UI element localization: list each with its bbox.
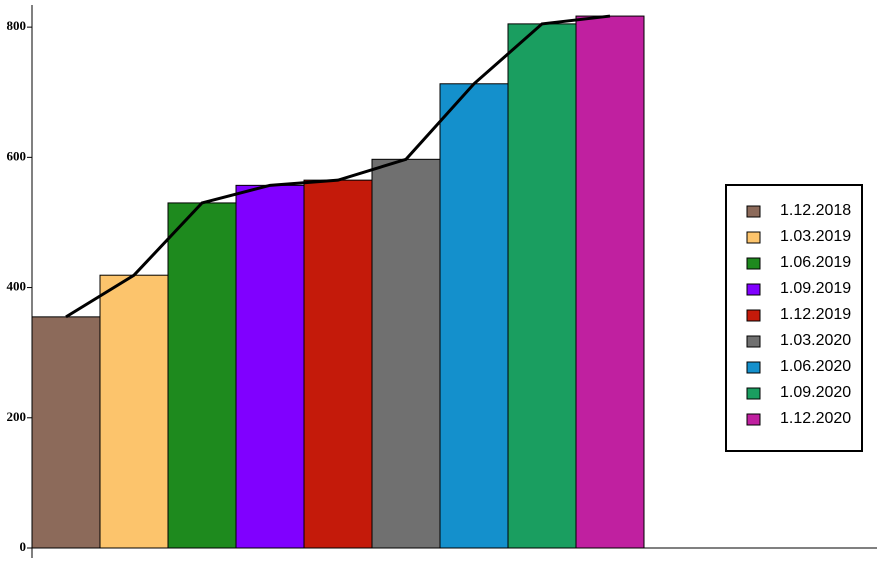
legend-swatch <box>746 257 761 270</box>
legend-label: 1.12.2018 <box>780 202 851 219</box>
legend-label: 1.03.2019 <box>780 228 851 245</box>
legend-label: 1.09.2019 <box>780 280 851 297</box>
legend-swatch <box>746 335 761 348</box>
bar <box>303 179 373 549</box>
bar <box>167 202 237 549</box>
bar <box>507 23 577 549</box>
legend-label: 1.06.2019 <box>780 254 851 271</box>
y-tick-label: 800 <box>7 18 27 33</box>
bar <box>371 158 441 549</box>
legend-label: 1.12.2019 <box>780 306 851 323</box>
legend-label: 1.09.2020 <box>780 384 851 401</box>
legend-swatch <box>746 361 761 374</box>
legend-swatch <box>746 231 761 244</box>
bar <box>439 83 509 549</box>
legend-swatch <box>746 413 761 426</box>
y-tick-label: 200 <box>7 409 27 424</box>
legend-label: 1.12.2020 <box>780 410 851 427</box>
legend-swatch <box>746 387 761 400</box>
bar <box>235 184 305 549</box>
legend-swatch <box>746 309 761 322</box>
bar <box>99 274 169 549</box>
bar <box>575 15 645 549</box>
legend-swatch <box>746 205 761 218</box>
legend-label: 1.06.2020 <box>780 358 851 375</box>
bar <box>31 316 101 549</box>
legend: 1.12.2018 1.03.2019 1.06.2019 1.09.2019 1.12… <box>725 184 863 452</box>
legend-swatch <box>746 283 761 296</box>
y-tick-label: 400 <box>7 279 27 294</box>
y-tick-label: 600 <box>7 148 27 163</box>
trend-line <box>65 14 611 319</box>
y-tick-label: 0 <box>20 539 27 554</box>
legend-label: 1.03.2020 <box>780 332 851 349</box>
